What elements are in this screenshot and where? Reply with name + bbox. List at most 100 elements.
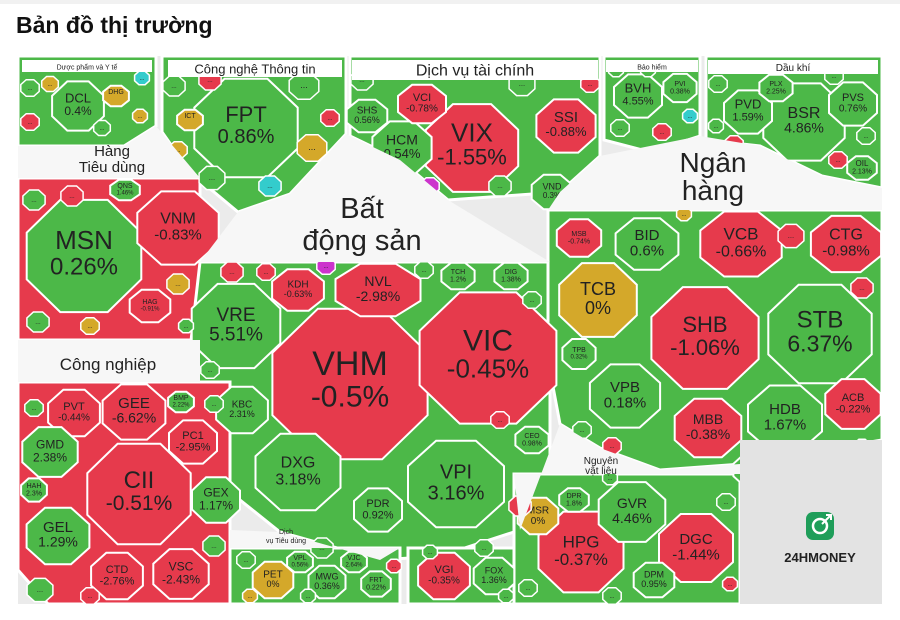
stock-cell[interactable] [254,432,342,512]
minor-stock-cell[interactable]: ... [202,535,226,557]
stock-cell[interactable] [758,73,794,103]
stock-cell[interactable] [650,286,760,390]
stock-tile-vgi[interactable]: VGI-0.35% [417,551,471,601]
minor-stock-cell[interactable]: ... [133,70,151,86]
stock-cell[interactable] [25,198,143,314]
minor-stock-cell[interactable]: ... [24,398,44,418]
stock-cell[interactable] [613,73,663,119]
minor-stock-cell[interactable]: ... [856,126,876,146]
stock-cell[interactable] [597,481,667,543]
stock-cell[interactable] [128,288,172,324]
stock-cell[interactable] [271,307,429,461]
stock-tile-vci[interactable]: VCI-0.78% [397,83,447,125]
stock-tile-ctd[interactable]: CTD-2.76% [90,551,144,601]
stock-tile-mbb[interactable]: MBB-0.38% [673,397,743,459]
minor-stock-cell[interactable]: ... [20,112,40,132]
minor-stock-cell[interactable]: ... [708,74,728,94]
minor-stock-cell[interactable]: ... [80,586,100,606]
stock-tile-dhg[interactable]: DHG [102,84,130,108]
stock-cell[interactable] [558,262,638,338]
minor-stock-cell[interactable]: ... [236,550,256,570]
minor-stock-cell[interactable]: ... [320,108,340,128]
stock-tile-ict[interactable]: ICT [176,108,204,132]
stock-cell[interactable] [152,548,210,600]
minor-stock-cell[interactable]: ... [488,175,512,197]
stock-cell[interactable] [535,98,597,154]
stock-cell[interactable] [658,513,734,583]
minor-stock-cell[interactable]: ... [490,410,510,430]
stock-cell[interactable] [101,383,167,441]
stock-cell[interactable] [345,98,389,134]
minor-stock-cell[interactable]: ... [610,118,630,138]
minor-stock-cell[interactable]: ... [474,538,494,558]
stock-tile-vix[interactable]: VIX-1.55% [424,103,520,193]
stock-cell[interactable] [176,108,204,132]
stock-cell[interactable] [286,550,314,574]
minor-stock-cell[interactable]: ... [716,492,736,512]
stock-tile-pc1[interactable]: PC1-2.95% [168,419,218,465]
stock-cell[interactable] [334,262,422,318]
stock-cell[interactable] [193,77,299,179]
stock-cell[interactable] [588,363,662,429]
stock-cell[interactable] [20,477,48,503]
stock-cell[interactable] [47,388,101,438]
stock-cell[interactable] [307,564,347,600]
stock-cell[interactable] [828,81,878,127]
stock-tile-vic[interactable]: VIC-0.45% [418,291,558,425]
stock-cell[interactable] [90,551,144,601]
stock-cell[interactable] [136,190,220,266]
stock-cell[interactable] [632,561,676,599]
stock-cell[interactable] [25,506,91,566]
stock-cell[interactable] [168,419,218,465]
minor-stock-cell[interactable]: ... [421,544,439,560]
minor-stock-cell[interactable]: ... [204,394,224,414]
stock-cell[interactable] [102,84,130,108]
minor-stock-cell[interactable]: ... [80,316,100,336]
stock-cell[interactable] [440,261,476,291]
stock-cell[interactable] [353,487,403,533]
minor-stock-cell[interactable]: ... [241,588,259,604]
stock-tile-dgc[interactable]: DGC-1.44% [658,513,734,583]
minor-stock-cell[interactable]: ... [602,586,622,606]
stock-cell[interactable] [417,551,471,601]
stock-cell[interactable] [21,426,79,478]
stock-tile-vcb[interactable]: VCB-0.66% [699,210,783,278]
minor-stock-cell[interactable]: ... [26,577,54,603]
stock-cell[interactable] [424,103,520,193]
stock-tile-ssi[interactable]: SSI-0.88% [535,98,597,154]
minor-stock-cell[interactable]: ... [92,119,112,137]
stock-cell[interactable] [767,283,873,385]
minor-stock-cell[interactable]: ... [707,118,725,134]
minor-stock-cell[interactable]: ... [518,578,538,598]
stock-cell[interactable] [407,439,505,529]
stock-cell[interactable] [167,390,195,414]
stock-cell[interactable] [493,261,529,291]
stock-tile-cii[interactable]: CII-0.51% [86,442,192,546]
stock-cell[interactable] [271,268,325,312]
stock-tile-shb[interactable]: SHB-1.06% [650,286,760,390]
stock-cell[interactable] [824,378,882,430]
stock-cell[interactable] [51,80,105,132]
minor-stock-cell[interactable]: ... [652,122,672,142]
stock-cell[interactable] [397,83,447,125]
stock-tile-kdh[interactable]: KDH-0.63% [271,268,325,312]
minor-stock-cell[interactable]: ... [850,277,874,299]
